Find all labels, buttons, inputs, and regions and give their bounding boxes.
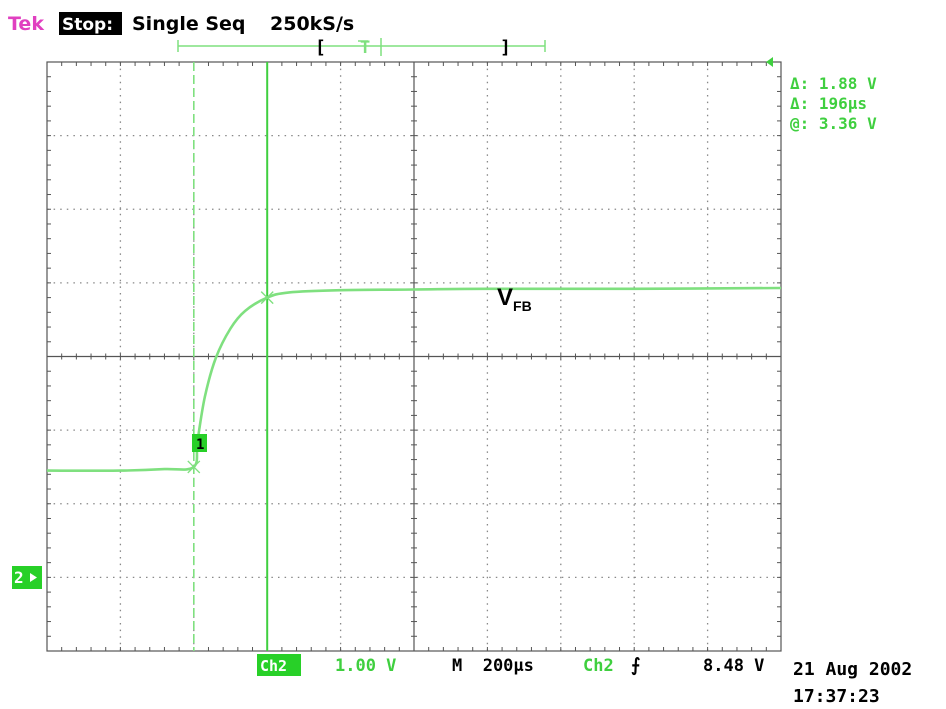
graticule-grid (46, 61, 782, 652)
stop-state-bg (59, 12, 122, 35)
date-stamp: 21 Aug 2002 (793, 659, 912, 680)
channel2-ground-label: 2 (14, 568, 24, 587)
cursor-intersection-mark (260, 291, 274, 305)
trigger-channel: Ch2 (583, 656, 614, 676)
readout-delta-voltage: Δ: 1.88 V (790, 74, 877, 93)
sample-rate: 250kS/s (270, 13, 354, 35)
trace-label: VFB (497, 284, 532, 314)
channel-badge: Ch2 (260, 657, 287, 675)
trigger-level: 8.48 V (703, 656, 764, 676)
cursor-one-marker (192, 434, 207, 452)
channel2-ground-arrow (30, 573, 37, 582)
readout-at-voltage: @: 3.36 V (790, 114, 877, 133)
acquisition-mode: Single Seq (132, 13, 246, 35)
trigger-slope-icon: ⨍ (631, 655, 640, 676)
readout-delta-time: Δ: 196µs (790, 94, 867, 113)
stop-state-label: Stop: (62, 15, 113, 35)
volts-per-div: 1.00 V (335, 656, 396, 676)
svg-text:[: [ (315, 37, 326, 58)
brand-label: Tek (8, 13, 44, 35)
cursor-one-label: 1 (196, 437, 204, 453)
svg-text:T: T (360, 38, 370, 58)
time-stamp: 17:37:23 (793, 686, 880, 707)
record-length-bar: [ ] T (177, 37, 546, 58)
trace-layer (46, 286, 782, 474)
cursor-intersection-mark (187, 460, 201, 474)
trace-vfb (46, 286, 782, 473)
timebase: M 200µs (452, 656, 534, 676)
channel-badge-bg (257, 654, 301, 676)
cursor-lines (193, 62, 269, 651)
trigger-level-marker (766, 57, 773, 67)
channel2-ground-marker (12, 566, 42, 589)
svg-text:]: ] (500, 37, 511, 58)
